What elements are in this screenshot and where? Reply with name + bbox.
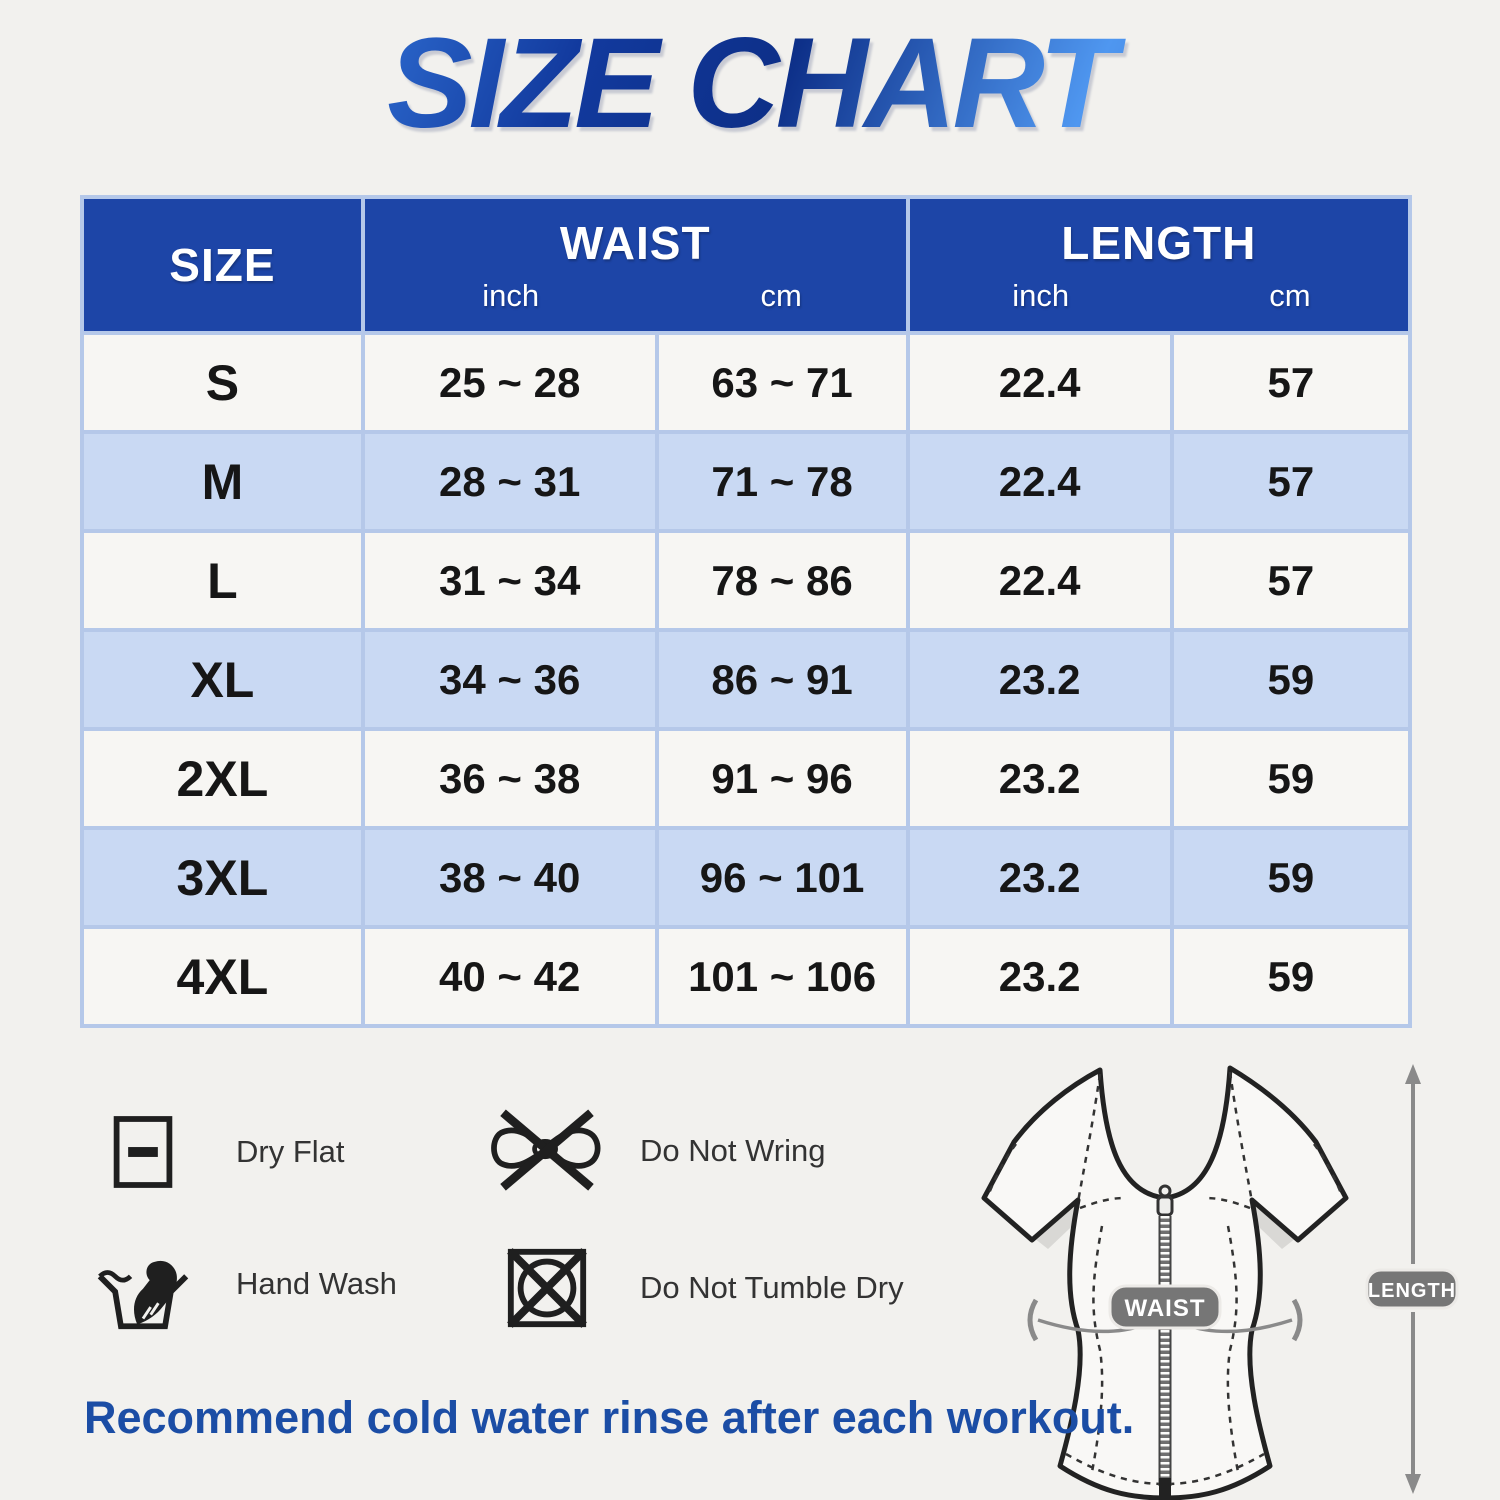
cell-waist-inch: 34 ~ 36 (364, 632, 655, 727)
header-waist-label: WAIST (559, 217, 711, 269)
cell-size: XL (84, 632, 361, 727)
cell-waist-cm: 63 ~ 71 (658, 335, 906, 430)
header-waist-units: inch cm (365, 278, 906, 314)
cell-waist-cm: 91 ~ 96 (658, 731, 906, 826)
cell-length-inch: 23.2 (909, 929, 1170, 1024)
header-waist: WAIST inch cm (364, 199, 906, 331)
care-label: Do Not Wring (640, 1133, 826, 1168)
cell-size: 3XL (84, 830, 361, 925)
waist-pill-label: WAIST (1125, 1295, 1206, 1322)
cell-length-cm: 57 (1173, 533, 1408, 628)
cell-length-cm: 59 (1173, 830, 1408, 925)
zipper (1156, 1184, 1174, 1500)
cell-length-inch: 23.2 (909, 830, 1170, 925)
do-not-tumble-dry-icon (482, 1244, 612, 1332)
cell-waist-cm: 78 ~ 86 (658, 533, 906, 628)
length-pill-label: LENGTH (1368, 1280, 1456, 1302)
length-arrow (1405, 1064, 1421, 1494)
header-length-inch: inch (1012, 278, 1070, 313)
care-label: Dry Flat (236, 1134, 345, 1169)
cell-length-inch: 22.4 (909, 533, 1170, 628)
waist-pill: WAIST (1108, 1284, 1222, 1330)
size-table: SIZE WAIST inch cm LENGTH inch cm S 25 ~… (80, 195, 1412, 1028)
cell-size: 4XL (84, 929, 361, 1024)
cell-length-inch: 22.4 (909, 434, 1170, 529)
cell-length-inch: 23.2 (909, 731, 1170, 826)
length-pill: LENGTH (1365, 1268, 1459, 1310)
cell-length-inch: 22.4 (909, 335, 1170, 430)
care-item-hand-wash: Hand Wash (78, 1236, 397, 1332)
cell-waist-inch: 36 ~ 38 (364, 731, 655, 826)
dry-flat-icon (78, 1112, 208, 1192)
header-size: SIZE (84, 199, 361, 331)
cell-size: L (84, 533, 361, 628)
cell-waist-inch: 31 ~ 34 (364, 533, 655, 628)
cell-length-inch: 23.2 (909, 632, 1170, 727)
cell-waist-cm: 101 ~ 106 (658, 929, 906, 1024)
page-title: SIZE CHART (0, 13, 1500, 155)
cell-waist-inch: 28 ~ 31 (364, 434, 655, 529)
cell-size: S (84, 335, 361, 430)
cell-waist-inch: 38 ~ 40 (364, 830, 655, 925)
cell-length-cm: 59 (1173, 632, 1408, 727)
cell-waist-cm: 96 ~ 101 (658, 830, 906, 925)
footer-note: Recommend cold water rinse after each wo… (84, 1392, 1135, 1443)
cell-length-cm: 59 (1173, 731, 1408, 826)
cell-length-cm: 59 (1173, 929, 1408, 1024)
care-item-do-not-wring: Do Not Wring (482, 1108, 826, 1194)
care-label: Do Not Tumble Dry (640, 1270, 904, 1305)
cell-length-cm: 57 (1173, 335, 1408, 430)
cell-waist-cm: 86 ~ 91 (658, 632, 906, 727)
hand-wash-icon (78, 1236, 208, 1332)
header-waist-inch: inch (482, 278, 540, 313)
header-length: LENGTH inch cm (909, 199, 1408, 331)
cell-size: 2XL (84, 731, 361, 826)
cell-waist-inch: 25 ~ 28 (364, 335, 655, 430)
header-length-label: LENGTH (1061, 217, 1257, 269)
header-length-units: inch cm (910, 278, 1408, 314)
garment-diagram: WAIST LENGTH (950, 1048, 1460, 1500)
care-label: Hand Wash (236, 1266, 397, 1301)
cell-waist-inch: 40 ~ 42 (364, 929, 655, 1024)
seam-lines (986, 1071, 1344, 1486)
cell-length-cm: 57 (1173, 434, 1408, 529)
cell-waist-cm: 71 ~ 78 (658, 434, 906, 529)
header-length-cm: cm (1269, 278, 1311, 313)
cell-size: M (84, 434, 361, 529)
header-size-label: SIZE (169, 239, 276, 291)
care-item-do-not-tumble-dry: Do Not Tumble Dry (482, 1244, 904, 1332)
care-item-dry-flat: Dry Flat (78, 1112, 345, 1192)
do-not-wring-icon (482, 1108, 612, 1194)
header-waist-cm: cm (760, 278, 802, 313)
